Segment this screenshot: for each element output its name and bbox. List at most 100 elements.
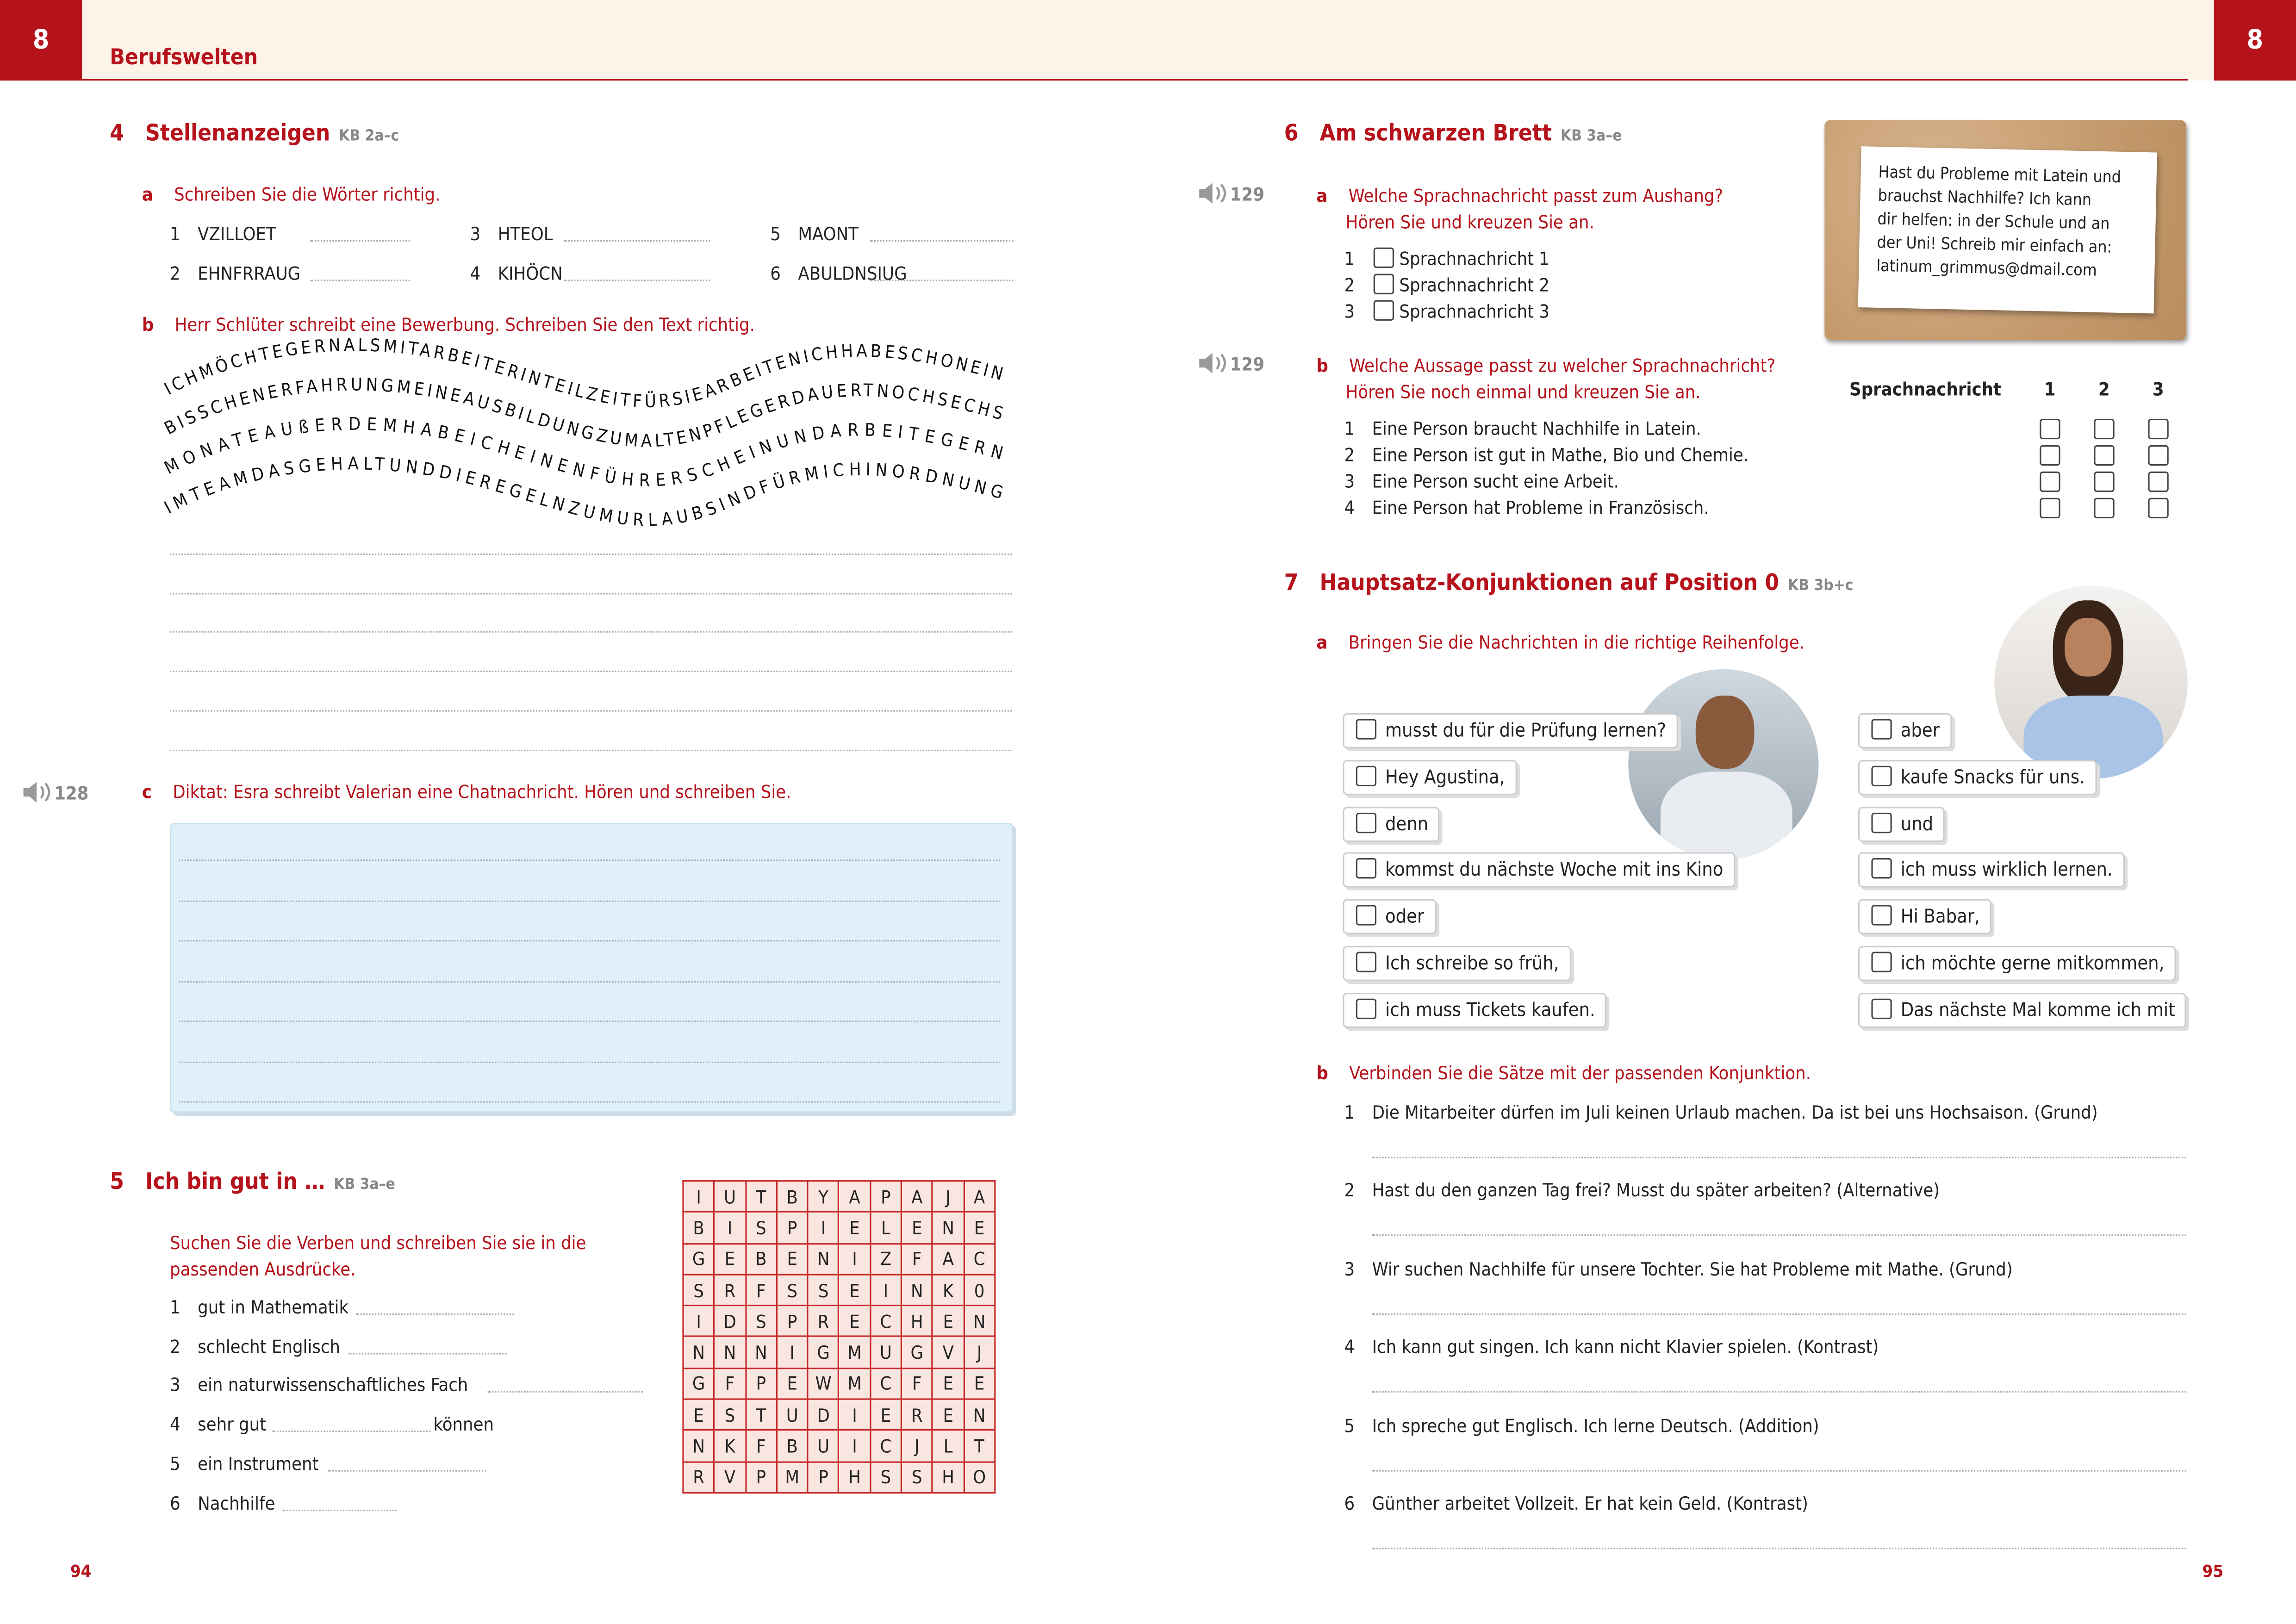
answer-line[interactable] — [487, 1391, 643, 1394]
checkbox[interactable] — [2040, 418, 2060, 440]
grid-cell[interactable]: B — [776, 1180, 809, 1213]
grid-cell[interactable]: I — [807, 1211, 840, 1244]
grid-cell[interactable]: V — [713, 1461, 747, 1494]
sentence-fragment-card[interactable]: musst du für die Prüfung lernen? — [1343, 713, 1678, 748]
grid-cell[interactable]: P — [745, 1461, 778, 1494]
answer-line[interactable] — [1372, 1313, 2186, 1315]
grid-cell[interactable]: S — [745, 1305, 778, 1338]
order-checkbox[interactable] — [1356, 812, 1377, 833]
answer-line[interactable] — [870, 240, 1014, 242]
order-checkbox[interactable] — [1356, 719, 1377, 740]
grid-cell[interactable]: J — [963, 1336, 996, 1369]
grid-cell[interactable]: D — [807, 1398, 840, 1431]
checkbox[interactable] — [2040, 471, 2060, 492]
answer-line[interactable] — [564, 280, 710, 281]
checkbox[interactable] — [2094, 498, 2115, 519]
order-checkbox[interactable] — [1871, 998, 1892, 1019]
grid-cell[interactable]: E — [963, 1367, 996, 1400]
order-checkbox[interactable] — [1871, 719, 1892, 740]
grid-cell[interactable]: N — [963, 1305, 996, 1338]
writing-line[interactable] — [170, 631, 1012, 634]
grid-cell[interactable]: P — [776, 1211, 809, 1244]
sentence-fragment-card[interactable]: aber — [1858, 713, 1952, 748]
grid-cell[interactable]: L — [869, 1211, 902, 1244]
grid-cell[interactable]: M — [776, 1461, 809, 1494]
grid-cell[interactable]: H — [901, 1305, 933, 1338]
grid-cell[interactable]: I — [776, 1336, 809, 1369]
order-checkbox[interactable] — [1356, 905, 1377, 926]
grid-cell[interactable]: F — [745, 1274, 778, 1307]
grid-cell[interactable]: L — [932, 1430, 964, 1462]
grid-cell[interactable]: V — [932, 1336, 964, 1369]
grid-cell[interactable]: F — [901, 1242, 933, 1276]
grid-cell[interactable]: E — [838, 1305, 871, 1338]
grid-cell[interactable]: I — [682, 1180, 715, 1213]
answer-line[interactable] — [282, 1509, 397, 1511]
audio-track-129a[interactable]: 129 — [1198, 181, 1264, 205]
order-checkbox[interactable] — [1356, 765, 1377, 786]
grid-cell[interactable]: E — [682, 1398, 715, 1431]
grid-cell[interactable]: C — [869, 1367, 902, 1400]
grid-cell[interactable]: S — [713, 1398, 747, 1431]
sentence-fragment-card[interactable]: und — [1858, 806, 1945, 841]
order-checkbox[interactable] — [1871, 812, 1892, 833]
sentence-fragment-card[interactable]: denn — [1343, 806, 1440, 841]
grid-cell[interactable]: S — [869, 1461, 902, 1494]
grid-cell[interactable]: E — [838, 1274, 871, 1307]
grid-cell[interactable]: A — [901, 1180, 933, 1213]
order-checkbox[interactable] — [1871, 905, 1892, 926]
grid-cell[interactable]: C — [963, 1242, 996, 1276]
grid-cell[interactable]: Z — [869, 1242, 902, 1276]
grid-cell[interactable]: R — [807, 1305, 840, 1338]
grid-cell[interactable]: U — [807, 1430, 840, 1462]
grid-cell[interactable]: P — [869, 1180, 902, 1213]
checkbox[interactable] — [2040, 445, 2060, 466]
sentence-fragment-card[interactable]: ich muss wirklich lernen. — [1858, 852, 2124, 888]
sentence-fragment-card[interactable]: Ich schreibe so früh, — [1343, 946, 1571, 981]
sentence-fragment-card[interactable]: ich möchte gerne mitkommen, — [1858, 946, 2176, 981]
grid-cell[interactable]: H — [838, 1461, 871, 1494]
grid-cell[interactable]: S — [682, 1274, 715, 1307]
dictation-line[interactable] — [178, 940, 1000, 942]
grid-cell[interactable]: G — [682, 1242, 715, 1276]
grid-cell[interactable]: A — [932, 1242, 964, 1276]
grid-cell[interactable]: N — [713, 1336, 747, 1369]
grid-cell[interactable]: J — [932, 1180, 964, 1213]
grid-cell[interactable]: N — [745, 1336, 778, 1369]
grid-cell[interactable]: S — [901, 1461, 933, 1494]
grid-cell[interactable]: U — [713, 1180, 747, 1213]
grid-cell[interactable]: E — [776, 1242, 809, 1276]
grid-cell[interactable]: B — [682, 1211, 715, 1244]
grid-cell[interactable]: W — [807, 1367, 840, 1400]
grid-cell[interactable]: D — [713, 1305, 747, 1338]
order-checkbox[interactable] — [1871, 765, 1892, 786]
sentence-fragment-card[interactable]: oder — [1343, 899, 1436, 935]
checkbox[interactable] — [1373, 274, 1394, 294]
grid-cell[interactable]: P — [807, 1461, 840, 1494]
grid-cell[interactable]: B — [776, 1430, 809, 1462]
sentence-fragment-card[interactable]: kaufe Snacks für uns. — [1858, 759, 2097, 795]
grid-cell[interactable]: E — [932, 1305, 964, 1338]
dictation-line[interactable] — [178, 980, 1000, 982]
grid-cell[interactable]: U — [869, 1336, 902, 1369]
checkbox[interactable] — [2040, 498, 2060, 519]
grid-cell[interactable]: O — [963, 1461, 996, 1494]
grid-cell[interactable]: M — [838, 1367, 871, 1400]
writing-line[interactable] — [170, 749, 1012, 751]
grid-cell[interactable]: A — [838, 1180, 871, 1213]
grid-cell[interactable]: T — [745, 1180, 778, 1213]
dictation-line[interactable] — [178, 1061, 1000, 1063]
checkbox[interactable] — [1373, 300, 1394, 321]
grid-cell[interactable]: I — [869, 1274, 902, 1307]
grid-cell[interactable]: E — [869, 1398, 902, 1431]
grid-cell[interactable]: F — [745, 1430, 778, 1462]
grid-cell[interactable]: E — [713, 1242, 747, 1276]
sentence-fragment-card[interactable]: Das nächste Mal komme ich mit — [1858, 992, 2187, 1028]
dictation-line[interactable] — [178, 1020, 1000, 1022]
grid-cell[interactable]: M — [838, 1336, 871, 1369]
order-checkbox[interactable] — [1871, 859, 1892, 879]
grid-cell[interactable]: I — [713, 1211, 747, 1244]
sentence-fragment-card[interactable]: ich muss Tickets kaufen. — [1343, 992, 1607, 1028]
order-checkbox[interactable] — [1356, 859, 1377, 879]
grid-cell[interactable]: E — [901, 1211, 933, 1244]
